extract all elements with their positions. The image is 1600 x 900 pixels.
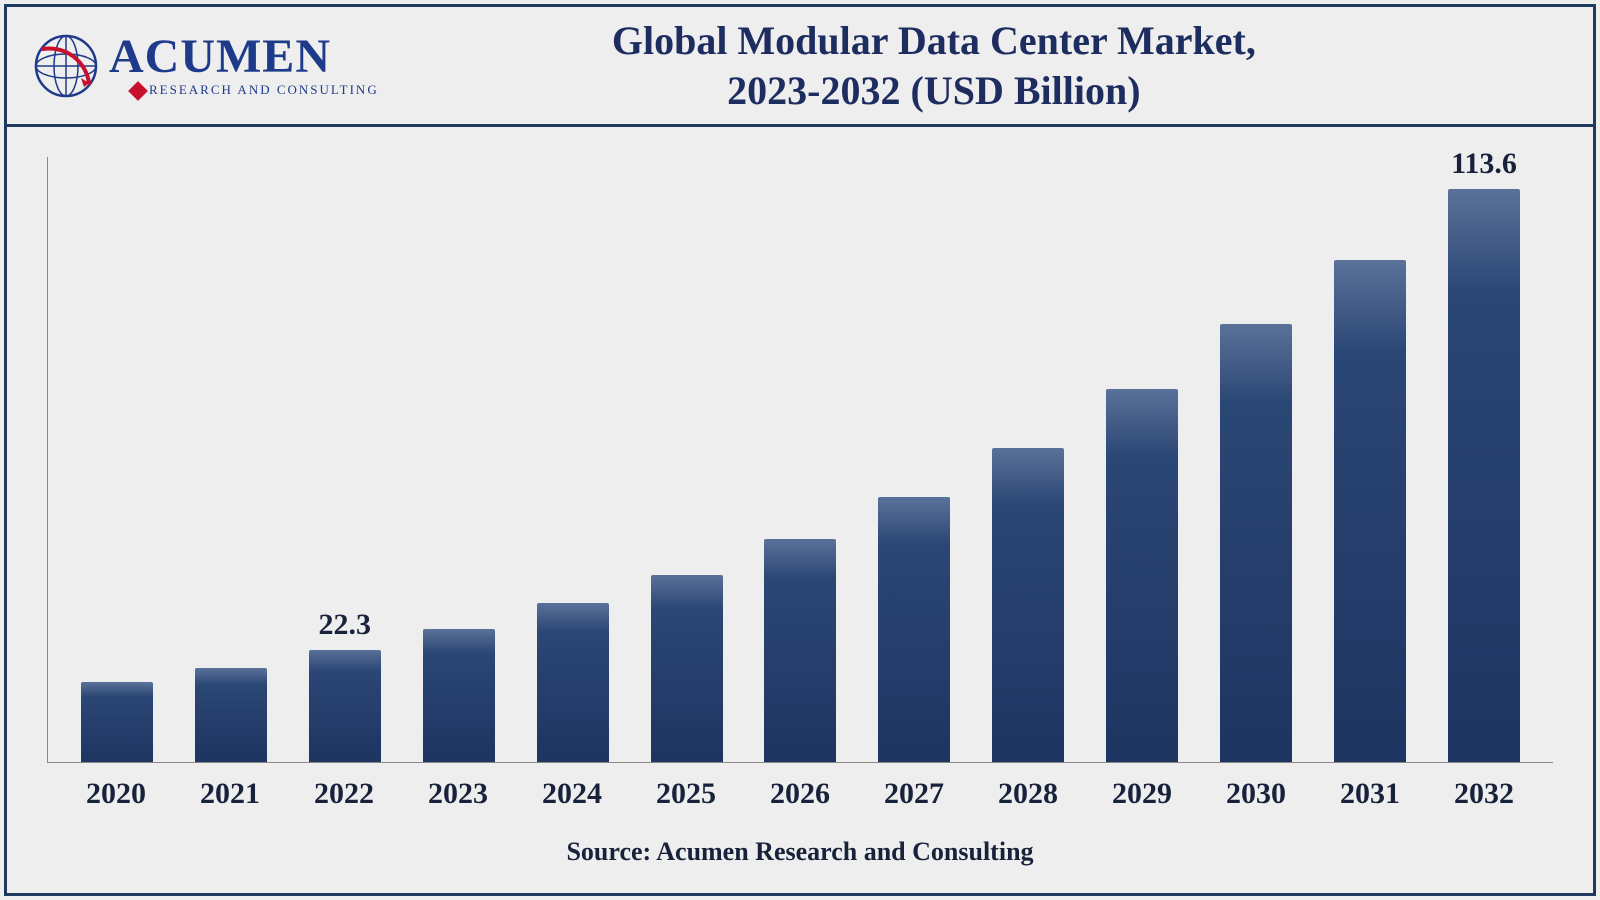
plot-area: 22.3 113.6 [47,157,1553,763]
x-axis-label: 2026 [743,777,857,811]
x-axis-label: 2021 [173,777,287,811]
bar-group [1313,157,1427,762]
logo-text: ACUMEN RESEARCH AND CONSULTING [109,33,379,98]
bar-group [971,157,1085,762]
bar-group [60,157,174,762]
bar [878,497,950,762]
bar [764,539,836,762]
bar-value-label: 22.3 [319,608,372,642]
brand-logo: ACUMEN RESEARCH AND CONSULTING [31,31,379,101]
bar-group [516,157,630,762]
x-axis-label: 2025 [629,777,743,811]
x-axis-label: 2028 [971,777,1085,811]
chart-title-block: Global Modular Data Center Market, 2023-… [379,16,1569,116]
bar [309,650,381,762]
bar-value-label: 113.6 [1451,147,1517,181]
x-axis-label: 2027 [857,777,971,811]
x-axis-label: 2032 [1427,777,1541,811]
chart-frame: ACUMEN RESEARCH AND CONSULTING Global Mo… [4,4,1596,896]
bar-group: 113.6 [1427,157,1541,762]
bar-group [1199,157,1313,762]
bar [423,629,495,762]
logo-sub-text: RESEARCH AND CONSULTING [127,83,379,98]
bar-group: 22.3 [288,157,402,762]
diamond-icon [128,81,148,101]
title-line-2: 2023-2032 (USD Billion) [727,68,1140,113]
x-axis-label: 2029 [1085,777,1199,811]
logo-tagline: RESEARCH AND CONSULTING [149,82,379,97]
chart-panel: 22.3113.6 202020212022202320242025202620… [7,127,1593,893]
chart-title: Global Modular Data Center Market, 2023-… [379,16,1489,116]
globe-icon [31,31,101,101]
x-axis-label: 2022 [287,777,401,811]
bar [651,575,723,762]
bar [1334,260,1406,762]
bar [537,603,609,762]
bar-group [630,157,744,762]
x-axis-label: 2030 [1199,777,1313,811]
x-axis-label: 2031 [1313,777,1427,811]
header-panel: ACUMEN RESEARCH AND CONSULTING Global Mo… [7,7,1593,127]
bar [195,668,267,762]
bar [1220,324,1292,762]
source-attribution: Source: Acumen Research and Consulting [47,837,1553,867]
bar [992,448,1064,762]
title-line-1: Global Modular Data Center Market, [612,18,1256,63]
bar-group [402,157,516,762]
bar-group [1085,157,1199,762]
x-axis-label: 2023 [401,777,515,811]
x-axis-label: 2020 [59,777,173,811]
bar-group [744,157,858,762]
bar [1106,389,1178,762]
bar [81,682,153,762]
bar-group [174,157,288,762]
x-axis: 2020202120222023202420252026202720282029… [47,763,1553,811]
bar [1448,189,1520,762]
bar-group [857,157,971,762]
x-axis-label: 2024 [515,777,629,811]
logo-main-text: ACUMEN [109,33,379,81]
